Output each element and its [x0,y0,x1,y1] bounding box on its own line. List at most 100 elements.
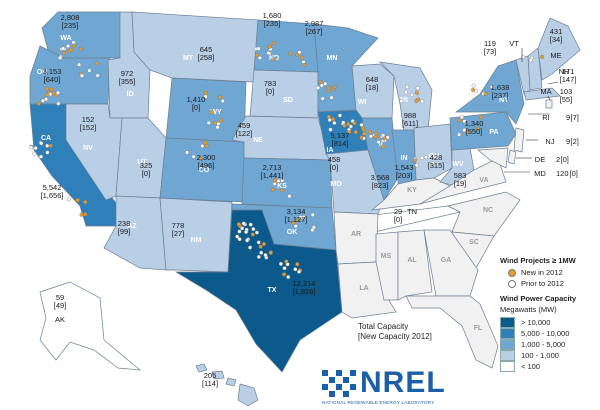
state-nm[interactable] [159,197,233,273]
state-wy[interactable] [165,77,247,143]
state-new-ks: [1,441] [261,171,284,180]
state-total-de: 2 [556,155,560,164]
capacity-class-swatch [500,328,515,339]
new-project-dot [300,55,305,60]
state-new-wv: [19] [454,179,467,188]
prior-project-dot [348,124,353,129]
state-va[interactable] [419,157,507,205]
state-ks[interactable] [241,157,333,209]
state-total-me: 431 [550,27,563,36]
prior-project-dot [45,150,50,155]
state-new-wi: [18] [366,83,379,92]
state-abbr-nv: NV [83,145,93,152]
new-project-dot [367,129,372,134]
prior-project-dot [77,62,82,67]
state-total-tx: 12,214 [293,279,316,288]
prior-project-dot [301,215,306,220]
state-new-nd: [235] [264,19,281,28]
prior-project-dot [58,55,63,60]
prior-project-dot [280,178,285,183]
state-nj[interactable] [513,127,525,153]
new-project-dot [352,121,357,126]
capacity-class-row: 5,000 - 10,000 [500,328,596,339]
state-ny[interactable] [454,59,525,125]
state-abbr-wv: WV [452,161,464,168]
prior-project-dot [71,40,76,45]
state-sd[interactable] [249,69,319,119]
new-project-dot [271,187,276,192]
state-total-wy: 1,410 [187,95,206,104]
prior-project-dot [241,221,246,226]
prior-project-dot [256,254,261,259]
state-abbr-sc: SC [469,239,479,246]
new-project-dot [83,199,88,204]
state-total-wv: 583 [454,171,467,180]
prior-project-dot [457,132,462,137]
state-total-pa: 1,340 [465,119,484,128]
new-project-dot [203,140,208,145]
state-abbr-or: OR [37,69,48,76]
state-ak[interactable] [39,281,142,371]
state-new-de: [0] [561,155,569,164]
state-total-ny: 1,638 [491,83,510,92]
state-me[interactable] [537,17,581,81]
state-new-tn: [0] [394,215,402,224]
state-wa[interactable] [41,11,121,59]
state-ma[interactable] [523,87,561,101]
state-total-ri: 9 [566,113,570,122]
state-al[interactable] [397,229,433,301]
state-ms[interactable] [375,231,399,301]
state-md[interactable] [477,147,509,169]
prior-project-dot [409,92,414,97]
prior-project-dot [404,90,409,95]
new-project-dot [83,212,88,217]
prior-project-dot [399,99,404,104]
prior-project-dot [79,73,84,78]
state-ut[interactable] [115,117,167,199]
state-nc[interactable] [446,191,521,237]
state-tx[interactable] [174,209,343,373]
new-project-dot [457,118,462,123]
state-abbr-ar: AR [351,231,361,238]
state-fl[interactable] [405,295,499,369]
state-total-il: 3,568 [371,173,390,182]
new-project-dot [258,244,263,249]
state-pa[interactable] [449,111,517,151]
legend-prior-row: Prior to 2012 [500,278,596,289]
state-total-ne: 459 [238,121,251,130]
state-de[interactable] [507,149,517,165]
capacity-class-row: < 100 [500,361,596,372]
prior-project-dot [257,55,262,60]
state-mt[interactable] [131,11,259,83]
state-total-md: 120 [556,169,569,178]
state-ga[interactable] [423,229,479,297]
prior-project-dot [248,245,253,250]
state-ar[interactable] [333,211,379,265]
prior-project-dot [328,127,333,132]
state-oh[interactable] [413,123,453,181]
state-new-nh: [147] [560,75,577,84]
state-total-ia: 5,137 [331,131,350,140]
prior-project-dot [237,229,242,234]
prior-project-dot [251,227,256,232]
prior-project-dot [65,44,70,49]
state-abbr-mi: MI [400,97,408,104]
prior-project-dot [44,97,49,102]
new-project-dot [359,135,364,140]
state-abbr-nm: NM [191,237,202,244]
state-new-pa: [550] [466,127,483,136]
state-abbr-il: IL [379,141,386,148]
state-total-nv: 152 [82,115,95,124]
state-ri[interactable] [545,99,553,109]
new-project-dot [261,241,266,246]
capacity-legend-units: Megawatts (MW) [500,305,557,314]
prior-project-dot [376,140,381,145]
state-new-ca: [1,656] [41,191,64,200]
capacity-class-row: 1,000 - 5,000 [500,339,596,350]
new-project-dot [318,79,323,84]
state-total-tn: 29 [394,207,402,216]
new-project-dot [331,117,336,122]
state-new-az: [99] [118,227,131,236]
prior-project-dot [45,143,50,148]
state-hi[interactable] [195,363,259,407]
